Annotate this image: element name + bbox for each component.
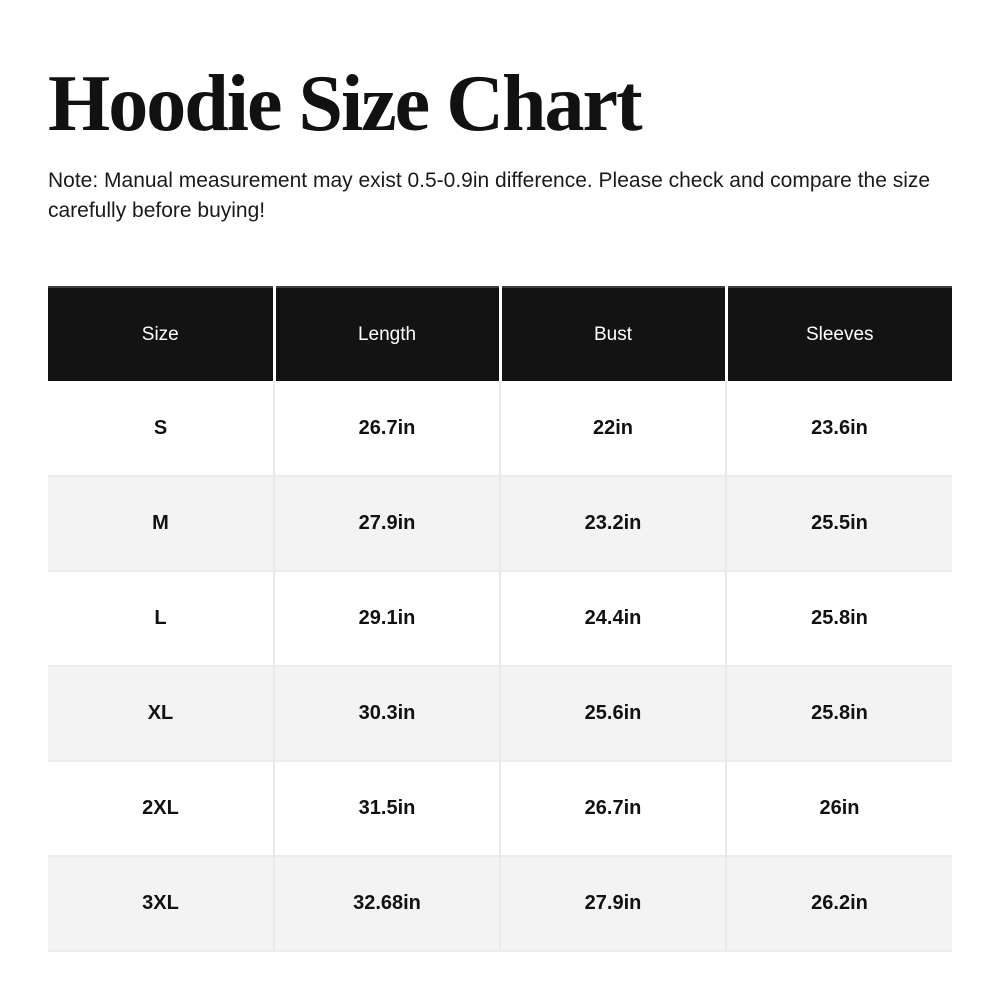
cell-size: 3XL: [48, 855, 275, 952]
cell-size: M: [48, 475, 275, 571]
page-title: Hoodie Size Chart: [48, 60, 643, 148]
cell-bust: 24.4in: [500, 570, 727, 666]
cell-length: 30.3in: [274, 665, 501, 761]
table-header: Size Length Bust Sleeves: [48, 286, 952, 381]
table-body: S 26.7in 22in 23.6in M 27.9in 23.2in 25.…: [48, 381, 952, 952]
cell-length: 27.9in: [274, 475, 501, 571]
note-text: Note: Manual measurement may exist 0.5-0…: [48, 169, 931, 222]
cell-bust: 27.9in: [500, 855, 727, 952]
table-row-s: S 26.7in 22in 23.6in: [48, 381, 952, 476]
table-row-2xl: 2XL 31.5in 26.7in 26in: [48, 760, 952, 856]
cell-bust: 26.7in: [500, 760, 727, 856]
cell-size: L: [48, 570, 275, 666]
cell-length: 29.1in: [274, 570, 501, 666]
table-row-3xl: 3XL 32.68in 27.9in 26.2in: [48, 855, 952, 952]
cell-sleeves: 23.6in: [726, 381, 952, 476]
cell-bust: 25.6in: [500, 665, 727, 761]
table-row-xl: XL 30.3in 25.6in 25.8in: [48, 665, 952, 761]
table-row-m: M 27.9in 23.2in 25.5in: [48, 475, 952, 571]
cell-bust: 23.2in: [500, 475, 727, 571]
header-cell-sleeves: Sleeves: [726, 286, 952, 381]
header-row: Size Length Bust Sleeves: [48, 286, 952, 381]
header-cell-size: Size: [48, 286, 276, 381]
cell-length: 31.5in: [274, 760, 501, 856]
table-row-l: L 29.1in 24.4in 25.8in: [48, 570, 952, 666]
cell-sleeves: 25.8in: [726, 665, 952, 761]
cell-length: 32.68in: [274, 855, 501, 952]
cell-bust: 22in: [500, 381, 727, 476]
cell-sleeves: 26in: [726, 760, 952, 856]
header-cell-bust: Bust: [500, 286, 728, 381]
cell-size: XL: [48, 665, 275, 761]
cell-size: S: [48, 381, 275, 476]
cell-sleeves: 26.2in: [726, 855, 952, 952]
cell-sleeves: 25.5in: [726, 475, 952, 571]
cell-length: 26.7in: [274, 381, 501, 476]
cell-size: 2XL: [48, 760, 275, 856]
cell-sleeves: 25.8in: [726, 570, 952, 666]
size-chart-table: Size Length Bust Sleeves S 26.7in 22in 2…: [48, 286, 952, 952]
header-cell-length: Length: [274, 286, 502, 381]
